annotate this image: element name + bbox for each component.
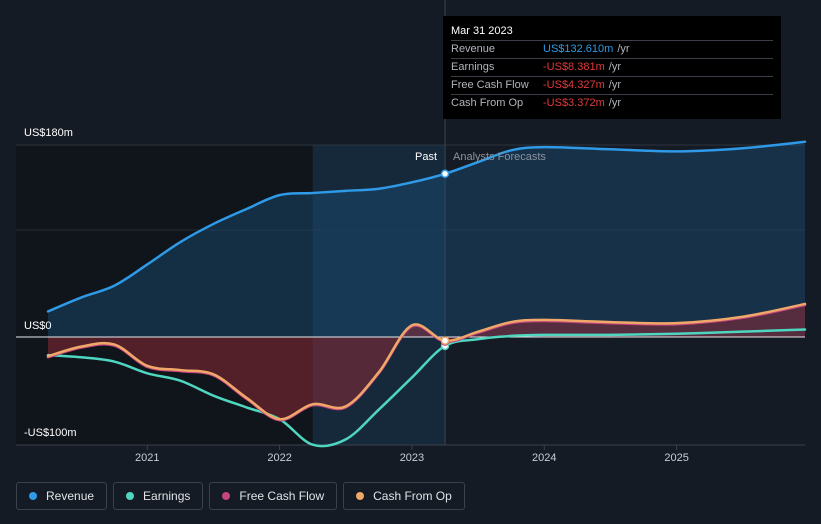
- y-tick-label: -US$100m: [24, 427, 77, 439]
- free-cash-flow-dot-icon: [222, 492, 231, 500]
- series-line-cash-from-op: [46, 302, 807, 421]
- legend: Revenue Earnings Free Cash Flow Cash Fro…: [16, 482, 465, 510]
- marker-revenue: [440, 169, 450, 179]
- marker-cash-from-op: [440, 336, 450, 345]
- earnings-dot-icon: [126, 492, 135, 500]
- tooltip-row-cash-from-op: Cash From Op -US$3.372m /yr: [451, 95, 773, 112]
- tooltip-value: -US$8.381m: [543, 61, 605, 73]
- series-line-revenue: [46, 140, 807, 313]
- tooltip-unit: /yr: [608, 79, 621, 91]
- x-tick-label: 2025: [664, 452, 688, 464]
- tooltip-value: US$132.610m: [543, 43, 614, 55]
- period-label-forecast: Analysts Forecasts: [453, 151, 546, 163]
- legend-item-revenue[interactable]: Revenue: [16, 482, 108, 510]
- x-tick-label: 2022: [267, 452, 291, 464]
- tooltip-unit: /yr: [617, 43, 630, 55]
- tooltip: Mar 31 2023 Revenue US$132.610m /yr Earn…: [443, 16, 781, 119]
- revenue-dot-icon: [29, 492, 37, 500]
- legend-item-free-cash-flow[interactable]: Free Cash Flow: [209, 482, 338, 510]
- legend-label: Free Cash Flow: [239, 489, 325, 503]
- tooltip-label: Revenue: [451, 43, 496, 55]
- legend-label: Revenue: [46, 489, 95, 503]
- tooltip-value: -US$4.327m: [543, 79, 605, 91]
- tooltip-value: -US$3.372m: [543, 97, 605, 109]
- period-label-past: Past: [415, 151, 437, 163]
- cash-from-op-dot-icon: [356, 492, 365, 500]
- x-tick-label: 2021: [135, 452, 159, 464]
- tooltip-unit: /yr: [608, 97, 621, 109]
- tooltip-row-free-cash-flow: Free Cash Flow -US$4.327m /yr: [451, 77, 773, 95]
- x-tick-label: 2024: [532, 452, 556, 464]
- tooltip-label: Earnings: [451, 61, 495, 73]
- tooltip-label: Cash From Op: [451, 97, 524, 109]
- tooltip-row-revenue: Revenue US$132.610m /yr: [451, 41, 773, 59]
- tooltip-date: Mar 31 2023: [451, 23, 773, 41]
- y-tick-label: US$0: [24, 320, 52, 332]
- legend-label: Earnings: [143, 489, 191, 503]
- revenue-area: [48, 141, 805, 337]
- tooltip-row-earnings: Earnings -US$8.381m /yr: [451, 59, 773, 77]
- legend-label: Cash From Op: [373, 489, 452, 503]
- y-tick-label: US$180m: [24, 127, 73, 139]
- tooltip-unit: /yr: [608, 61, 621, 73]
- legend-item-cash-from-op[interactable]: Cash From Op: [343, 482, 465, 510]
- series-line-earnings: [46, 328, 807, 448]
- x-tick-label: 2023: [400, 452, 424, 464]
- legend-item-earnings[interactable]: Earnings: [113, 482, 204, 510]
- tooltip-label: Free Cash Flow: [451, 79, 529, 91]
